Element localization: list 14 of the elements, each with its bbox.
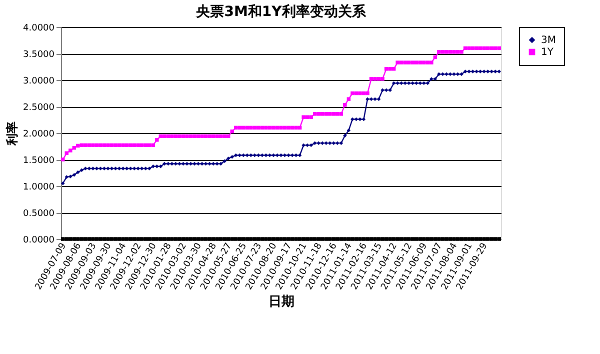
x-axis-title: 日期	[268, 294, 294, 310]
y-tick-label: 0.0000	[23, 236, 55, 246]
y-tick-label: 1.0000	[23, 182, 55, 192]
y-tick-label: 3.0000	[23, 76, 55, 86]
y-tick-label: 0.5000	[23, 209, 55, 219]
y-tick-label: 4.0000	[23, 24, 55, 34]
legend-label: 3M	[541, 35, 556, 46]
y-tick-label: 1.5000	[23, 156, 55, 166]
y-tick-label: 2.0000	[23, 130, 55, 140]
y-tick-label: 2.5000	[23, 103, 55, 113]
chart-title: 央票3M和1Y利率变动关系	[195, 3, 367, 20]
y-tick-label: 3.5000	[23, 50, 55, 60]
legend-label: 1Y	[541, 47, 554, 58]
y-axis-title: 利率	[5, 122, 20, 146]
